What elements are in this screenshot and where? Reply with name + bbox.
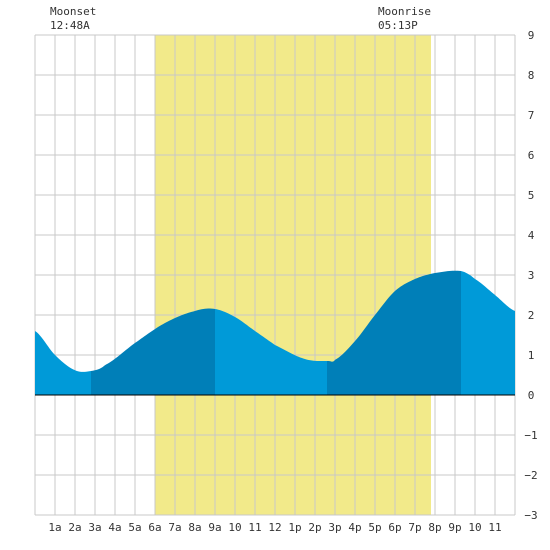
y-tick-label: 2	[528, 309, 535, 322]
y-tick-label: 4	[528, 229, 535, 242]
y-tick-label: 6	[528, 149, 535, 162]
y-tick-label: 5	[528, 189, 535, 202]
x-tick-label: 8p	[428, 521, 441, 534]
x-tick-label: 5p	[368, 521, 381, 534]
x-tick-label: 5a	[128, 521, 141, 534]
x-tick-label: 9a	[208, 521, 221, 534]
y-tick-label: −3	[524, 509, 537, 522]
y-tick-label: −1	[524, 429, 537, 442]
x-tick-label: 10	[468, 521, 481, 534]
x-tick-label: 11	[248, 521, 261, 534]
x-tick-label: 2p	[308, 521, 321, 534]
x-tick-label: 8a	[188, 521, 201, 534]
tide-area-layer	[35, 270, 515, 395]
rising-tide-segment	[327, 270, 461, 395]
x-tick-label: 3a	[88, 521, 101, 534]
x-tick-label: 4p	[348, 521, 361, 534]
x-tick-label: 10	[228, 521, 241, 534]
x-tick-label: 7a	[168, 521, 181, 534]
x-tick-label: 1p	[288, 521, 301, 534]
y-tick-label: 8	[528, 69, 535, 82]
x-tick-label: 1a	[48, 521, 61, 534]
moonrise-label: Moonrise	[378, 5, 431, 18]
x-tick-label: 2a	[68, 521, 81, 534]
moonset-label: Moonset	[50, 5, 96, 18]
y-tick-label: 9	[528, 29, 535, 42]
x-tick-label: 7p	[408, 521, 421, 534]
x-tick-label: 6p	[388, 521, 401, 534]
rising-tide-segment	[91, 308, 215, 395]
falling-tide-segment	[215, 309, 327, 395]
y-tick-label: 0	[528, 389, 535, 402]
y-tick-label: −2	[524, 469, 537, 482]
x-tick-label: 4a	[108, 521, 121, 534]
x-tick-label: 3p	[328, 521, 341, 534]
axis-labels-layer: 1a 2a 3a 4a 5a 6a 7a 8a 9a 10 11 12 1p 2p 3p 4p 5p 6p 7p 8p…	[48, 29, 537, 534]
falling-tide-segment	[461, 271, 515, 395]
falling-tide-segment	[35, 331, 91, 395]
y-tick-label: 7	[528, 109, 535, 122]
moonset-time: 12:48A	[50, 19, 90, 32]
moonrise-time: 05:13P	[378, 19, 418, 32]
y-tick-label: 1	[528, 349, 535, 362]
x-tick-label: 12	[268, 521, 281, 534]
y-tick-label: 3	[528, 269, 535, 282]
x-tick-label: 11	[488, 521, 501, 534]
x-tick-label: 6a	[148, 521, 161, 534]
x-tick-label: 9p	[448, 521, 461, 534]
